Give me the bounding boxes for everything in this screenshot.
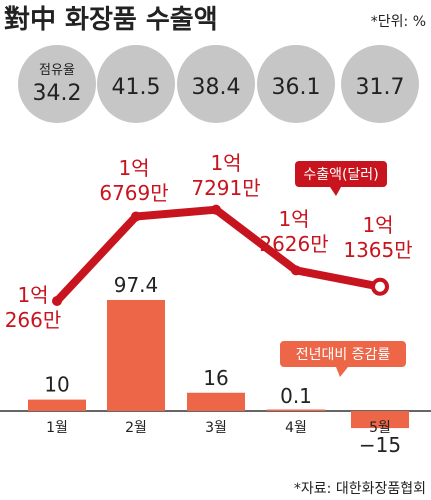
growth-bar [187,392,245,411]
share-value: 34.2 [33,81,82,106]
share-circle [18,45,96,123]
share-value: 36.1 [272,75,321,100]
export-line-path [53,205,384,305]
month-label: 3월 [205,420,227,436]
chart-title: 對中 화장품 수출액 [4,5,218,35]
export-point [131,211,141,222]
share-circle [341,45,419,123]
growth-bar [107,299,165,411]
export-point [291,265,301,276]
share-value: 38.4 [192,75,241,100]
export-point [371,277,389,296]
export-label: 1억 [118,156,149,180]
unit-note: *단위: % [371,14,426,30]
export-label: 1억 [210,151,241,175]
growth-label: 10 [44,373,69,397]
line-legend: 수출액(달러) [295,161,387,196]
export-point [211,204,221,215]
export-label: 1억 [362,213,393,237]
month-label: 1월 [46,420,68,436]
export-label: 266만 [5,308,62,332]
month-label: 2월 [125,420,147,436]
export-label: 2626만 [259,232,328,256]
source-note: *자료: 대한화장품협회 [294,481,426,497]
bar-legend: 전년대비 증감률 [280,341,406,377]
export-line [52,204,389,306]
share-label: 점유율 [39,63,75,78]
growth-label: 0.1 [280,384,312,408]
growth-label: 16 [203,366,228,390]
export-label: 1억 [278,207,309,231]
share-circle [257,45,335,123]
growth-bar [28,399,86,411]
export-label: 6769만 [99,181,168,205]
growth-bar [267,409,325,411]
growth-label: −15 [359,433,401,457]
share-circles: 점유율 34.2 41.5 38.4 36.1 31.7 [18,45,419,123]
share-circle [177,45,255,123]
export-point [52,296,62,306]
growth-bar [351,411,409,429]
share-value: 41.5 [112,75,161,100]
month-label: 4월 [285,420,307,436]
line-legend-label: 수출액(달러) [303,167,378,183]
export-label: 7291만 [191,176,260,200]
month-label: 5월 [369,420,391,436]
growth-label: 97.4 [114,273,159,297]
bar-legend-label: 전년대비 증감률 [296,347,391,363]
export-label: 1365만 [343,238,412,262]
share-value: 31.7 [356,75,405,100]
growth-bars [28,299,409,429]
share-circle [97,45,175,123]
export-label: 1억 [17,283,48,307]
